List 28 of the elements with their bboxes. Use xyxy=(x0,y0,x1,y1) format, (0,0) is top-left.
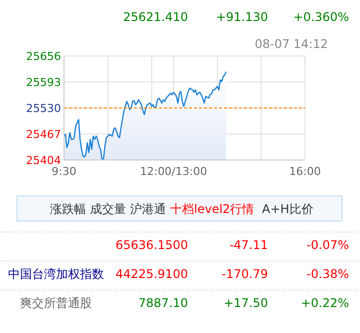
text: A+H比价 xyxy=(262,202,314,216)
text: 08-07 14:12 xyxy=(254,37,328,51)
text: -0.07% xyxy=(306,238,349,252)
y-tick-label: 25530 xyxy=(26,102,61,115)
text: 44225.9100 xyxy=(115,267,188,281)
text: -47.11 xyxy=(229,238,268,252)
text: 爽交所普通股 xyxy=(20,296,92,310)
text: +91.130 xyxy=(216,10,268,24)
text: -0.38% xyxy=(306,267,349,281)
text: 中国台湾加权指数 xyxy=(8,267,104,281)
text: 涨跌幅 xyxy=(50,202,86,216)
text: 成交量 xyxy=(90,202,126,216)
text: 7887.10 xyxy=(138,296,188,310)
text: -170.79 xyxy=(222,267,268,281)
text: 十档level2行情 xyxy=(170,202,254,216)
y-tick-label: 25656 xyxy=(26,50,61,63)
text: 沪港通 xyxy=(130,202,166,216)
text: +0.22% xyxy=(300,296,349,310)
text: +17.50 xyxy=(224,296,268,310)
y-tick-label: 25404 xyxy=(26,154,61,167)
text: 25621.410 xyxy=(123,10,188,24)
y-tick-label: 25467 xyxy=(26,128,61,141)
x-tick-label: 16:00 xyxy=(289,165,321,178)
x-tick-label: 12:00/13:00 xyxy=(140,165,208,178)
text: +0.360% xyxy=(293,10,349,24)
text: 65636.1500 xyxy=(115,238,188,252)
y-tick-label: 25593 xyxy=(26,76,61,89)
x-tick-label: 9:30 xyxy=(52,165,76,178)
